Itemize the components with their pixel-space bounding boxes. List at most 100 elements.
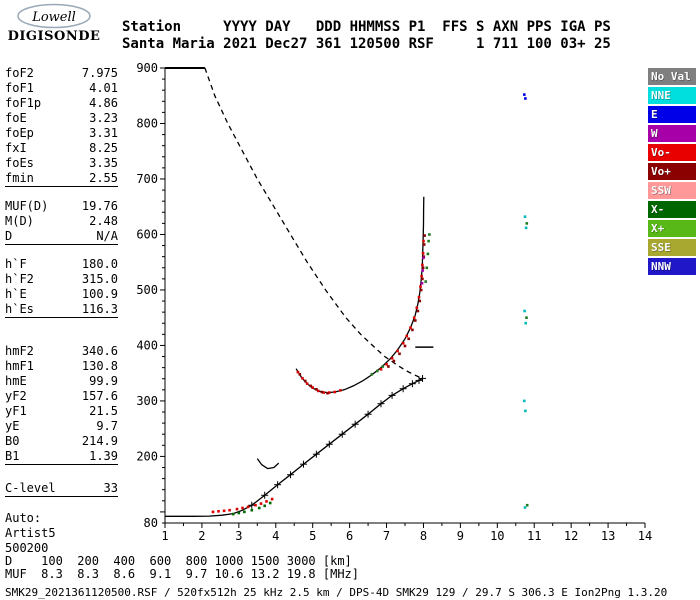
logo-brand-text: DIGISONDE — [8, 29, 101, 44]
param-label: h`F2 — [5, 272, 34, 286]
echo-dot — [304, 379, 307, 383]
param-label: fmin — [5, 171, 34, 185]
param-value: 130.8 — [81, 359, 118, 373]
echo-dot — [422, 256, 425, 260]
param-row: h`E 100.9 — [5, 287, 118, 302]
f2-virtual-height-trace-curve — [295, 196, 425, 394]
x-tick-label: 7 — [383, 529, 390, 543]
header-column-titles: Station YYYY DAY DDD HHMMSS P1 FFS S AXN… — [122, 19, 611, 35]
param-group: C-level 33 — [5, 481, 118, 497]
param-label: B1 — [5, 449, 20, 463]
echo-group-stray-echoes-cyan — [523, 215, 528, 509]
echo-dot — [524, 409, 527, 413]
param-value: 2.48 — [89, 214, 118, 228]
autoscaler-info: Auto: Artist5 500200 — [5, 511, 118, 556]
x-tick-label: 8 — [420, 529, 427, 543]
param-value: 3.23 — [89, 111, 118, 125]
echo-dot — [259, 502, 263, 505]
echo-dot — [379, 368, 383, 371]
echo-dot — [315, 388, 318, 391]
param-value: 8.25 — [89, 141, 118, 155]
legend-item-w: W — [648, 125, 696, 142]
param-label: yE — [5, 419, 20, 433]
param-value: 21.5 — [89, 404, 118, 418]
x-tick-label: 4 — [272, 529, 279, 543]
echo-dot — [270, 497, 274, 501]
echo-dot — [390, 356, 394, 360]
echo-dot — [301, 376, 304, 380]
legend-item-vo-: Vo+ — [648, 163, 696, 180]
param-label: h`E — [5, 287, 27, 301]
param-label: hmF2 — [5, 344, 34, 358]
echo-dot — [296, 370, 300, 374]
param-row: yF2 157.6 — [5, 389, 118, 404]
direction-color-legend: No Val NNE E W Vo- Vo+ SSW X- X+ SSE NNW — [648, 68, 696, 277]
param-label: MUF(D) — [5, 199, 49, 213]
param-value: 7.975 — [81, 66, 118, 80]
echo-group-stray-echoes-green — [525, 222, 529, 507]
param-value: N/A — [96, 229, 118, 243]
echo-dot — [414, 319, 417, 322]
param-row: foEp 3.31 — [5, 126, 118, 141]
param-value: 4.01 — [89, 81, 118, 95]
echo-dot — [525, 316, 528, 319]
echo-dot — [412, 316, 416, 319]
param-row: h`Es 116.3 — [5, 302, 118, 317]
echo-dot — [392, 359, 396, 363]
echo-dot — [427, 239, 430, 243]
echo-dot — [311, 386, 314, 389]
param-row: foF1p 4.86 — [5, 96, 118, 111]
echo-group-f2-rise-magenta — [420, 256, 425, 285]
param-label: foE — [5, 111, 27, 125]
param-value: 214.9 — [81, 434, 118, 448]
param-group: MUF(D) 19.76 M(D) 2.48 D N/A — [5, 199, 118, 245]
echo-group-es-layer-o-mode — [211, 497, 274, 514]
echo-dot — [263, 504, 266, 508]
param-row: B1 1.39 — [5, 449, 118, 464]
y-tick-label: 900 — [136, 61, 158, 75]
param-value: 340.6 — [81, 344, 118, 358]
param-row: hmF1 130.8 — [5, 359, 118, 374]
param-label: B0 — [5, 434, 20, 448]
echo-dot — [339, 389, 342, 392]
param-row: hmE 99.9 — [5, 374, 118, 389]
echo-dot — [243, 510, 246, 514]
param-label: M(D) — [5, 214, 34, 228]
echo-dot — [423, 234, 426, 237]
param-value: 33 — [103, 481, 118, 495]
header-station-values: Santa Maria 2021 Dec27 361 120500 RSF 1 … — [122, 36, 611, 52]
echo-dot — [420, 274, 423, 278]
echo-dot — [421, 269, 424, 272]
param-value: 19.76 — [81, 199, 118, 213]
echo-dot — [524, 321, 527, 325]
param-value: 116.3 — [81, 302, 118, 316]
echo-dot — [411, 328, 414, 332]
param-label: C-level — [5, 481, 56, 495]
legend-item-nne: NNE — [648, 87, 696, 104]
x-tick-label: 9 — [457, 529, 464, 543]
echo-dot — [523, 399, 526, 403]
param-value: 99.9 — [89, 374, 118, 388]
param-row: yF1 21.5 — [5, 404, 118, 419]
logo-graphic: Lowell DIGISONDE — [8, 3, 101, 44]
lowell-digisonde-logo: Lowell DIGISONDE — [6, 3, 102, 49]
param-value: 3.35 — [89, 156, 118, 170]
x-tick-label: 11 — [527, 529, 541, 543]
y-tick-label: 800 — [136, 116, 158, 130]
echo-dot — [228, 508, 231, 512]
echo-dot — [326, 391, 329, 395]
param-label: fxI — [5, 141, 27, 155]
legend-item-x-: X- — [648, 201, 696, 218]
y-tick-label: 200 — [136, 449, 158, 463]
param-row: foE 3.23 — [5, 111, 118, 126]
echo-dot — [409, 326, 412, 329]
autoscaler-info-line: Auto: — [5, 511, 42, 525]
echo-dot — [405, 334, 409, 338]
param-label: h`F — [5, 257, 27, 271]
echo-dot — [235, 507, 239, 511]
echo-dot — [328, 391, 331, 394]
y-tick-label: 400 — [136, 338, 158, 352]
param-value: 180.0 — [81, 257, 118, 271]
